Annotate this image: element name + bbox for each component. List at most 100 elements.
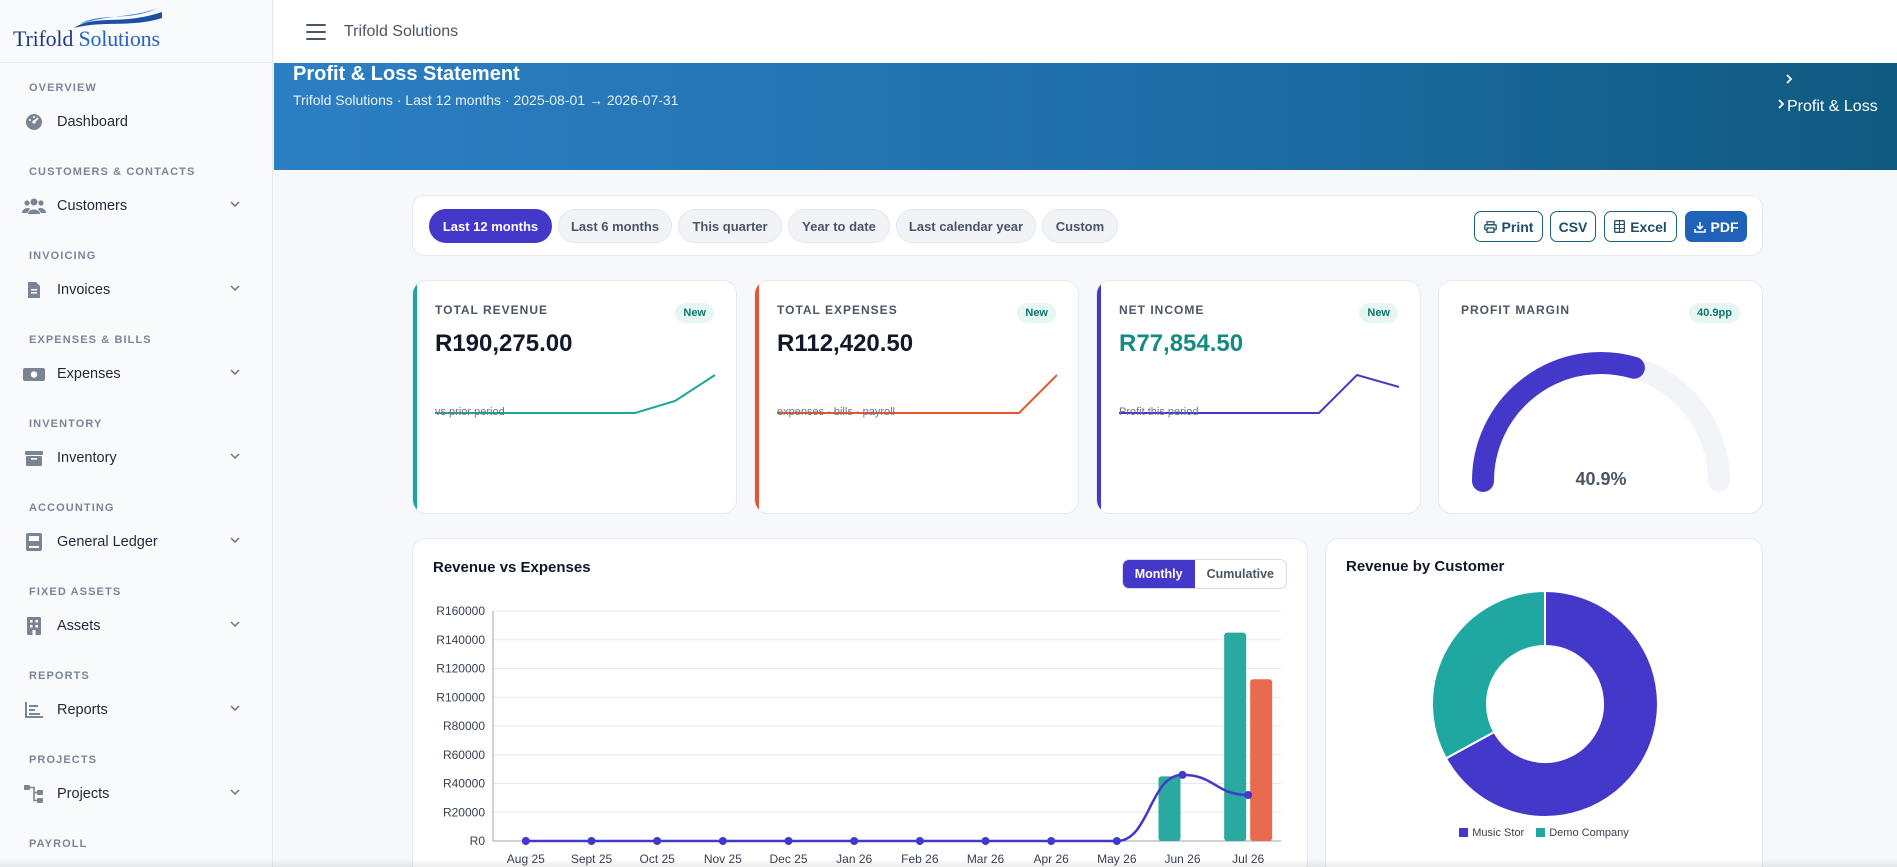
sidebar-item-customers[interactable]: Customers [0,183,272,229]
y-tick-label: R0 [470,834,486,848]
chevron-down-icon[interactable] [230,704,240,712]
excel-button[interactable]: Excel [1604,211,1677,242]
section-customers: CUSTOMERS & CONTACTS [29,166,196,178]
y-tick-label: R60000 [443,748,485,762]
data-point [915,837,924,845]
kpi-label: NET INCOME [1119,303,1205,317]
download-icon [1693,221,1706,233]
logo-secondary: Solutions [78,26,160,51]
legend-item[interactable]: Music Stor [1459,827,1524,839]
kpi-accent-bar [755,281,759,513]
toggle-monthly[interactable]: Monthly [1122,560,1195,588]
kpi-badge: New [675,303,714,323]
period-last-calendar-year[interactable]: Last calendar year [896,209,1036,243]
chevron-down-icon[interactable] [230,536,240,544]
kpi-note: Profit this period [1119,406,1199,418]
kpi-profit-margin: PROFIT MARGIN 40.9pp 40.9% [1438,280,1763,514]
chevron-right-icon [1778,99,1785,109]
period-custom[interactable]: Custom [1042,209,1118,243]
period-last-12-months[interactable]: Last 12 months [429,209,552,243]
users-icon [22,194,46,218]
page-header: Profit & Loss Statement Trifold Solution… [274,63,1897,170]
x-tick-label: Jul 26 [1232,852,1264,866]
printer-icon [1483,220,1497,233]
section-invoicing: INVOICING [29,250,97,262]
y-tick-label: R40000 [443,777,485,791]
chevron-down-icon[interactable] [230,788,240,796]
period-this-quarter[interactable]: This quarter [678,209,782,243]
pdf-button[interactable]: PDF [1685,211,1747,242]
section-fixed-assets: FIXED ASSETS [29,586,122,598]
panel-title: Revenue by Customer [1346,558,1505,575]
section-overview: OVERVIEW [29,82,97,94]
donut-slice [1444,589,1659,818]
logo-primary: Trifold [13,26,74,51]
section-projects: PROJECTS [29,754,98,766]
sidebar-item-inventory[interactable]: Inventory [0,435,272,481]
breadcrumb-current[interactable]: Profit & Loss [1787,98,1878,115]
sidebar-item-dashboard[interactable]: Dashboard [0,99,272,145]
y-tick-label: R120000 [436,662,485,676]
x-tick-label: Aug 25 [507,852,545,866]
sidebar-item-label: Assets [57,618,101,634]
pdf-label: PDF [1710,218,1739,235]
net-income-sparkline [1119,373,1399,414]
sidebar-item-label: Projects [57,786,110,802]
sidebar-item-label: Expenses [57,366,121,382]
sidebar-nav: OVERVIEW Dashboard CUSTOMERS & CONTACTS … [0,63,272,855]
chevron-down-icon[interactable] [230,368,240,376]
period-year-to-date[interactable]: Year to date [788,209,890,243]
print-button[interactable]: Print [1474,211,1543,242]
sidebar-item-label: Inventory [57,450,117,466]
logo[interactable]: Trifold Solutions [0,0,272,63]
page-subtitle: Trifold Solutions · Last 12 months · 202… [293,92,679,108]
kpi-total-revenue: TOTAL REVENUE New R190,275.00 vs prior p… [412,280,737,514]
csv-button[interactable]: CSV [1550,211,1596,242]
period-last-6-months[interactable]: Last 6 months [558,209,672,243]
data-point [521,837,530,845]
sidebar-item-label: Invoices [57,282,111,298]
spreadsheet-icon [1614,220,1626,233]
chevron-down-icon[interactable] [230,200,240,208]
sidebar-item-assets[interactable]: Assets [0,603,272,649]
data-point [653,837,662,845]
chevron-down-icon[interactable] [230,452,240,460]
section-inventory: INVENTORY [29,418,103,430]
sidebar-item-reports[interactable]: Reports [0,687,272,733]
legend-swatch [1459,828,1469,837]
kpi-label: PROFIT MARGIN [1461,303,1570,317]
legend-item[interactable]: Demo Company [1536,827,1629,839]
sidebar-item-projects[interactable]: Projects [0,771,272,817]
chevron-down-icon[interactable] [230,620,240,628]
data-point [587,837,596,845]
invoice-icon [22,278,46,302]
chevron-down-icon[interactable] [230,284,240,292]
sidebar-item-general-ledger[interactable]: General Ledger [0,519,272,565]
section-reports: REPORTS [29,670,90,682]
y-tick-label: R100000 [436,690,485,704]
sidebar-item-invoices[interactable]: Invoices [0,267,272,313]
box-icon [22,446,46,470]
data-point [1047,837,1056,845]
kpi-value: R190,275.00 [435,330,573,357]
breadcrumb[interactable]: Profit & Loss [1777,98,1897,116]
y-tick-label: R80000 [443,719,485,733]
x-tick-label: Dec 25 [769,852,807,866]
x-tick-label: Jun 26 [1164,852,1200,866]
hamburger-menu-icon[interactable] [306,23,326,40]
legend-label: Demo Company [1549,827,1629,839]
sidebar-item-expenses[interactable]: Expenses [0,351,272,397]
revenue-by-customer-panel: Revenue by Customer Music Stor Demo Comp… [1325,538,1763,867]
kpi-accent-bar [1097,281,1101,513]
kpi-total-expenses: TOTAL EXPENSES New R112,420.50 expenses … [754,280,1079,514]
revenue-sparkline [435,374,715,414]
toggle-cumulative[interactable]: Cumulative [1206,567,1274,581]
kpi-badge: 40.9pp [1689,303,1740,323]
building-icon [22,614,46,638]
legend-swatch [1536,828,1546,837]
y-tick-label: R140000 [436,633,485,647]
bar [1224,632,1247,841]
bar [1158,776,1181,841]
kpi-value: R77,854.50 [1119,330,1244,357]
